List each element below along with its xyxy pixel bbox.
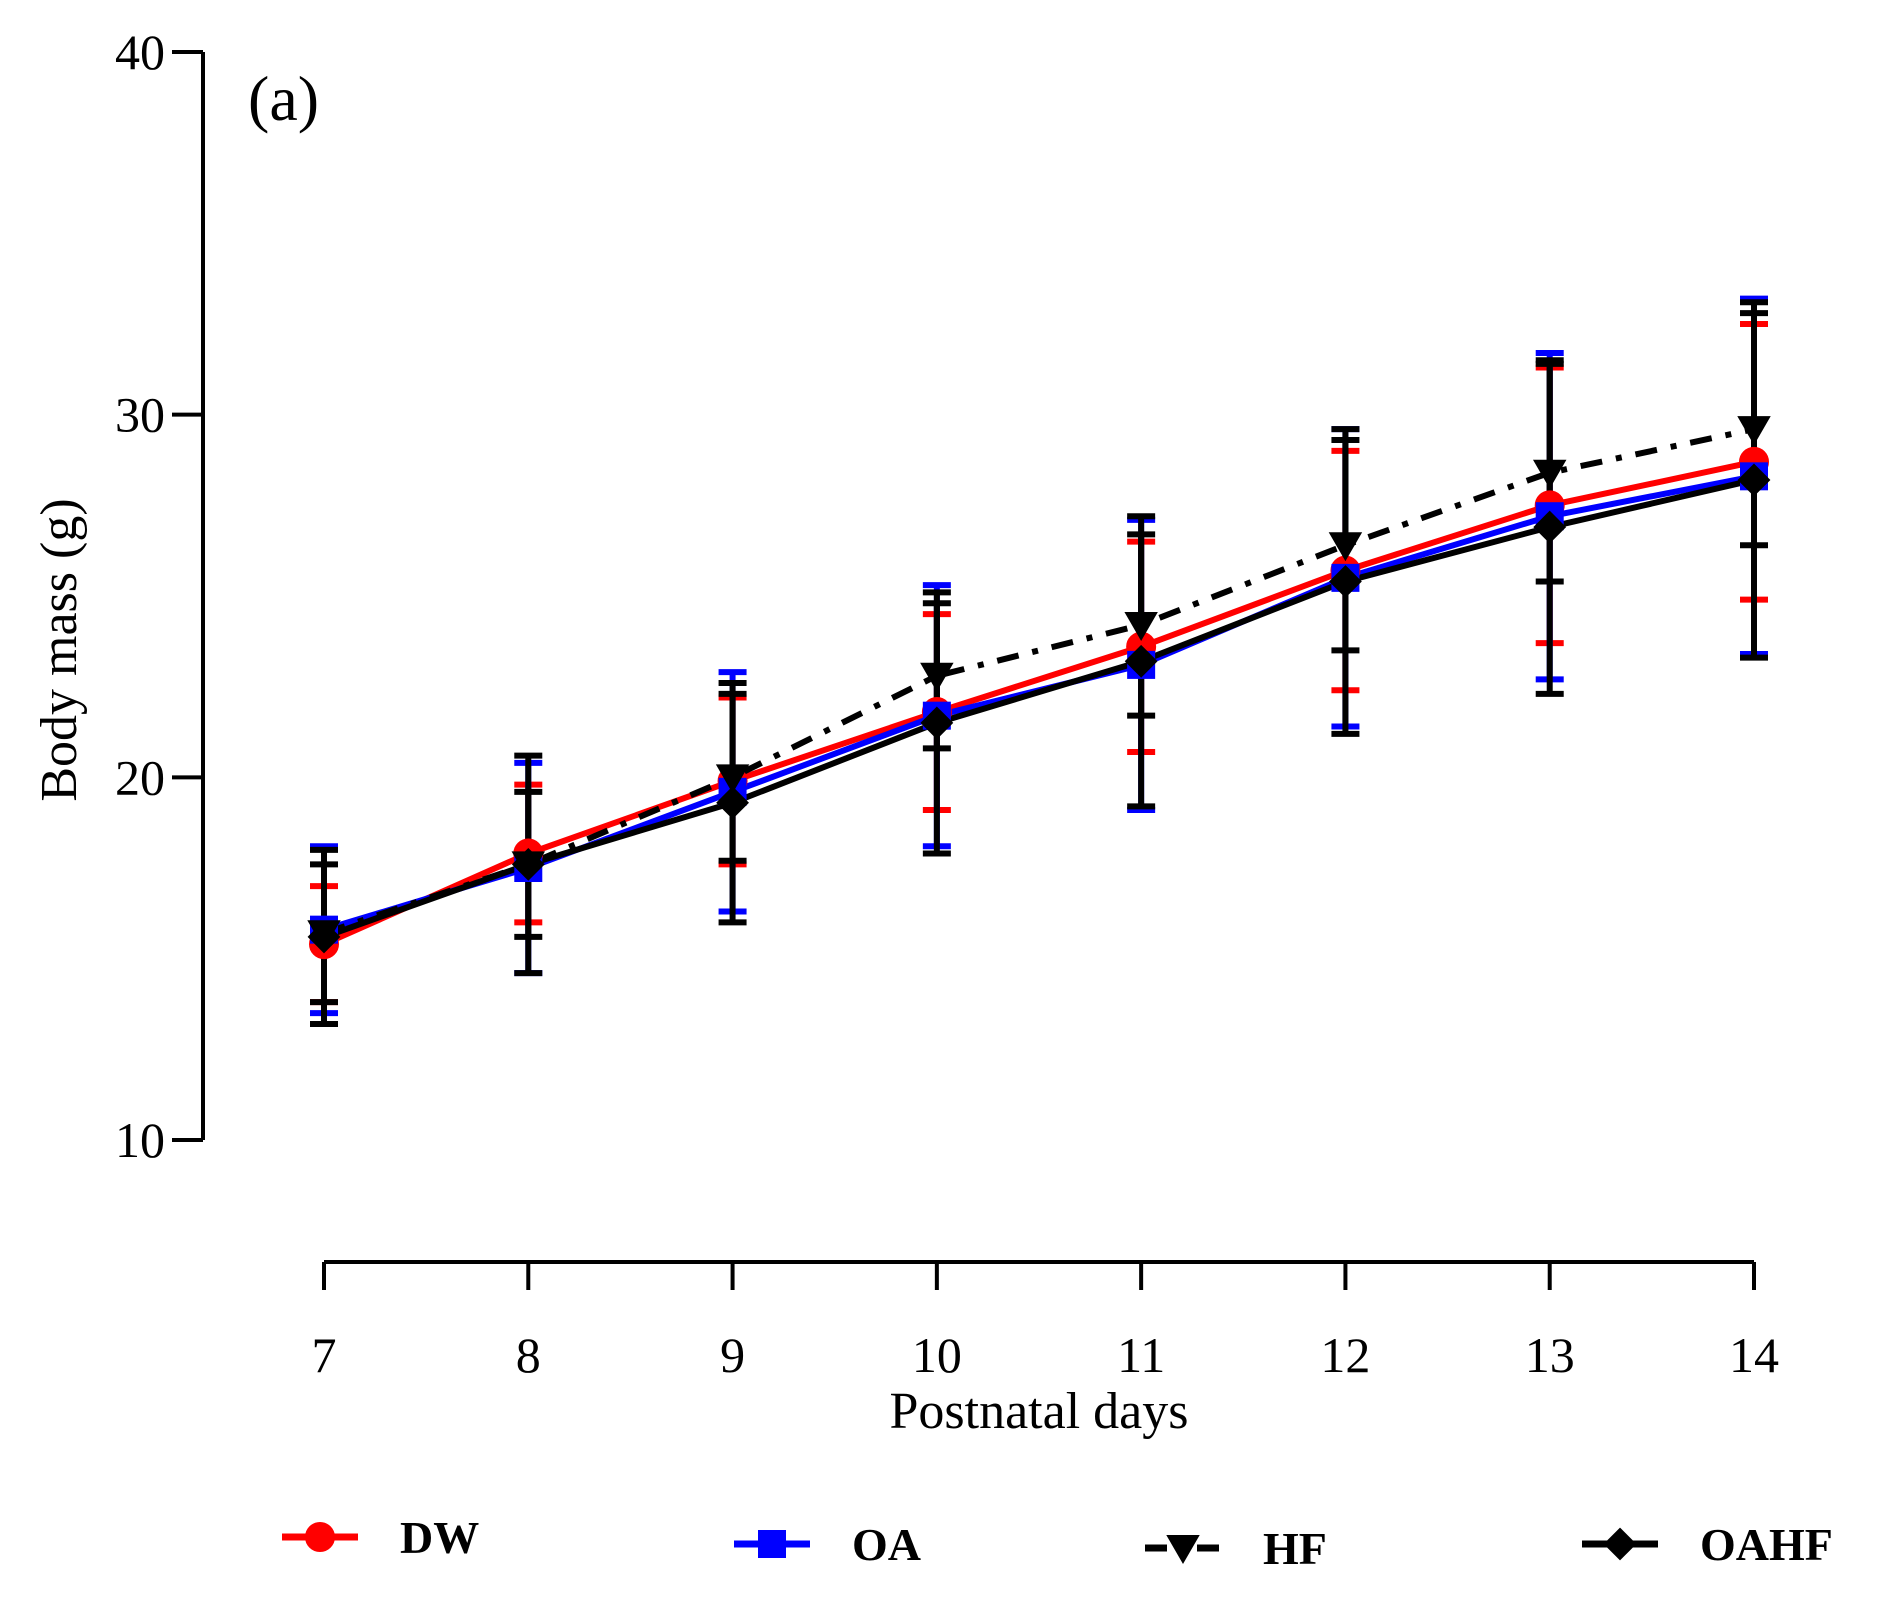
data-point: [1532, 459, 1567, 489]
x-tick-label: 13: [1525, 1327, 1575, 1383]
legend-marker: [758, 1530, 786, 1558]
x-tick-label: 7: [312, 1327, 337, 1383]
series-line-dw: [322, 458, 1755, 947]
panel-label: (a): [248, 63, 319, 134]
data-point: [920, 706, 954, 740]
y-axis: 10 20 30 40: [115, 24, 205, 1168]
data-point: [1328, 532, 1363, 562]
legend-marker: [1603, 1527, 1637, 1561]
legend-item-oa: OA: [734, 1519, 921, 1570]
x-axis: 7 8 9 10 11 12 13 14: [312, 1260, 1779, 1383]
y-ticks: 10 20 30 40: [115, 24, 203, 1168]
series-lines: [322, 426, 1755, 947]
data-point: [1533, 510, 1567, 544]
data-point: [307, 920, 341, 954]
data-point: [1124, 612, 1158, 642]
legend-item-dw: DW: [282, 1512, 479, 1563]
markers-oahf: [307, 463, 1771, 954]
x-tick-label: 8: [516, 1327, 541, 1383]
legend-label: OAHF: [1700, 1519, 1833, 1570]
y-tick-label: 20: [115, 749, 165, 805]
x-axis-title: Postnatal days: [890, 1383, 1189, 1440]
legend-item-hf: HF: [1145, 1523, 1327, 1574]
data-point: [1124, 644, 1158, 678]
y-tick-label: 40: [115, 24, 165, 80]
x-tick-label: 12: [1320, 1327, 1370, 1383]
series-markers: [307, 416, 1771, 960]
legend-label: DW: [400, 1512, 479, 1563]
data-point: [511, 847, 545, 881]
y-axis-title: Body mass (g): [31, 498, 88, 801]
data-point: [1737, 463, 1771, 497]
data-point: [920, 662, 954, 692]
data-point: [716, 786, 749, 820]
data-point: [715, 764, 750, 794]
legend-label: OA: [852, 1519, 921, 1570]
error-bars: [310, 295, 1768, 1027]
series-line-oahf: [322, 477, 1755, 940]
data-point: [1329, 565, 1362, 598]
x-tick-label: 10: [912, 1327, 962, 1383]
legend-item-oahf: OAHF: [1582, 1519, 1833, 1570]
y-tick-label: 30: [115, 387, 165, 443]
legend: DW OA HF OAHF: [282, 1512, 1833, 1574]
legend-marker: [1166, 1535, 1200, 1565]
y-tick-label: 10: [115, 1112, 165, 1168]
data-point: [1737, 416, 1771, 446]
x-tick-label: 11: [1117, 1327, 1165, 1383]
error-bars-oahf: [310, 299, 1768, 1027]
legend-label: HF: [1263, 1523, 1327, 1574]
legend-marker: [305, 1522, 335, 1552]
x-tick-label: 14: [1729, 1327, 1779, 1383]
x-ticks: 7 8 9 10 11 12 13 14: [312, 1262, 1779, 1383]
x-tick-label: 9: [720, 1327, 745, 1383]
